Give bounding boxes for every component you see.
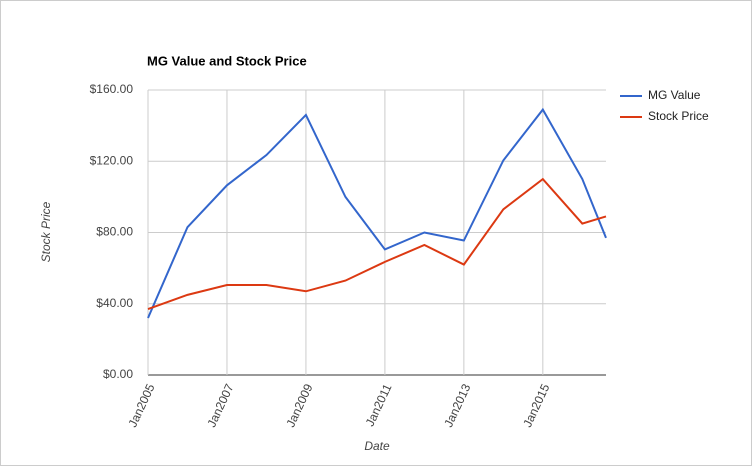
y-tick-label: $120.00 (90, 153, 134, 167)
series-line (147, 107, 607, 319)
series-line (147, 177, 607, 311)
y-tick-label: $0.00 (103, 367, 133, 381)
legend-label: Stock Price (648, 109, 709, 123)
y-axis-label: Stock Price (39, 201, 53, 262)
y-tick-label: $80.00 (96, 225, 133, 239)
legend-label: MG Value (648, 88, 701, 102)
y-tick-label: $160.00 (90, 82, 134, 96)
y-tick-label: $40.00 (96, 296, 133, 310)
x-axis-label: Date (364, 439, 390, 453)
chart-title: MG Value and Stock Price (147, 53, 307, 68)
